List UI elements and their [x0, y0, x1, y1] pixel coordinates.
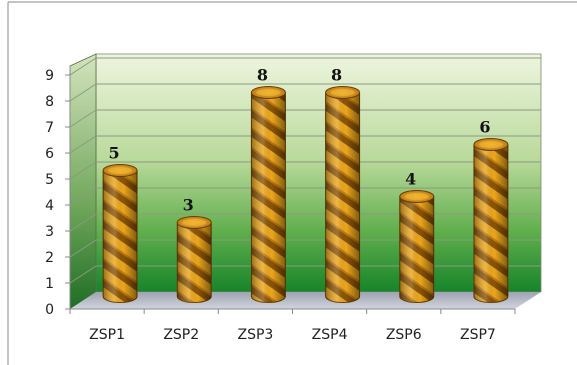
y-tick-label: 9 [45, 68, 54, 84]
data-label: 4 [405, 170, 416, 189]
x-tick-label: ZSP3 [238, 327, 274, 343]
y-tick-label: 1 [45, 276, 54, 292]
bar [102, 164, 138, 303]
bars [102, 86, 509, 303]
gridline-side [69, 135, 97, 154]
bar [473, 138, 509, 303]
gridline-side [69, 239, 97, 258]
x-axis-ticks: ZSP1 ZSP2 ZSP3 ZSP4 ZSP6 ZSP7 [69, 309, 516, 343]
gridlines [69, 57, 541, 284]
floor [70, 292, 541, 309]
y-tick-label: 5 [45, 172, 54, 188]
y-tick-label: 3 [45, 224, 54, 240]
y-tick-label: 2 [45, 250, 54, 266]
gridline-side [69, 187, 97, 206]
gridline-side [69, 83, 97, 102]
bar [250, 86, 286, 303]
data-label: 8 [331, 66, 342, 85]
y-tick-label: 8 [45, 94, 54, 110]
data-labels: 5 3 8 8 4 6 [109, 66, 491, 215]
y-tick-label: 6 [45, 146, 54, 162]
y-axis-ticks: 0 1 2 3 4 5 6 7 8 9 [45, 68, 70, 318]
gridline-side [69, 161, 97, 180]
y-tick-label: 7 [45, 120, 54, 136]
bar [399, 190, 435, 303]
x-tick-label: ZSP1 [89, 327, 125, 343]
x-tick-label: ZSP4 [312, 327, 348, 343]
data-label: 8 [257, 66, 268, 85]
data-label: 6 [479, 118, 490, 137]
bar [325, 86, 361, 303]
data-label: 5 [109, 144, 120, 163]
gridline-side [69, 109, 97, 128]
x-tick-label: ZSP2 [163, 327, 199, 343]
data-label: 3 [183, 196, 194, 215]
gridline-side [69, 57, 97, 76]
bar [176, 216, 212, 303]
x-tick-label: ZSP7 [460, 327, 496, 343]
y-tick-label: 0 [45, 302, 54, 318]
x-tick-label: ZSP6 [386, 327, 422, 343]
gridline-side [69, 265, 97, 284]
y-tick-label: 4 [45, 198, 54, 214]
gridline-side [69, 213, 97, 232]
